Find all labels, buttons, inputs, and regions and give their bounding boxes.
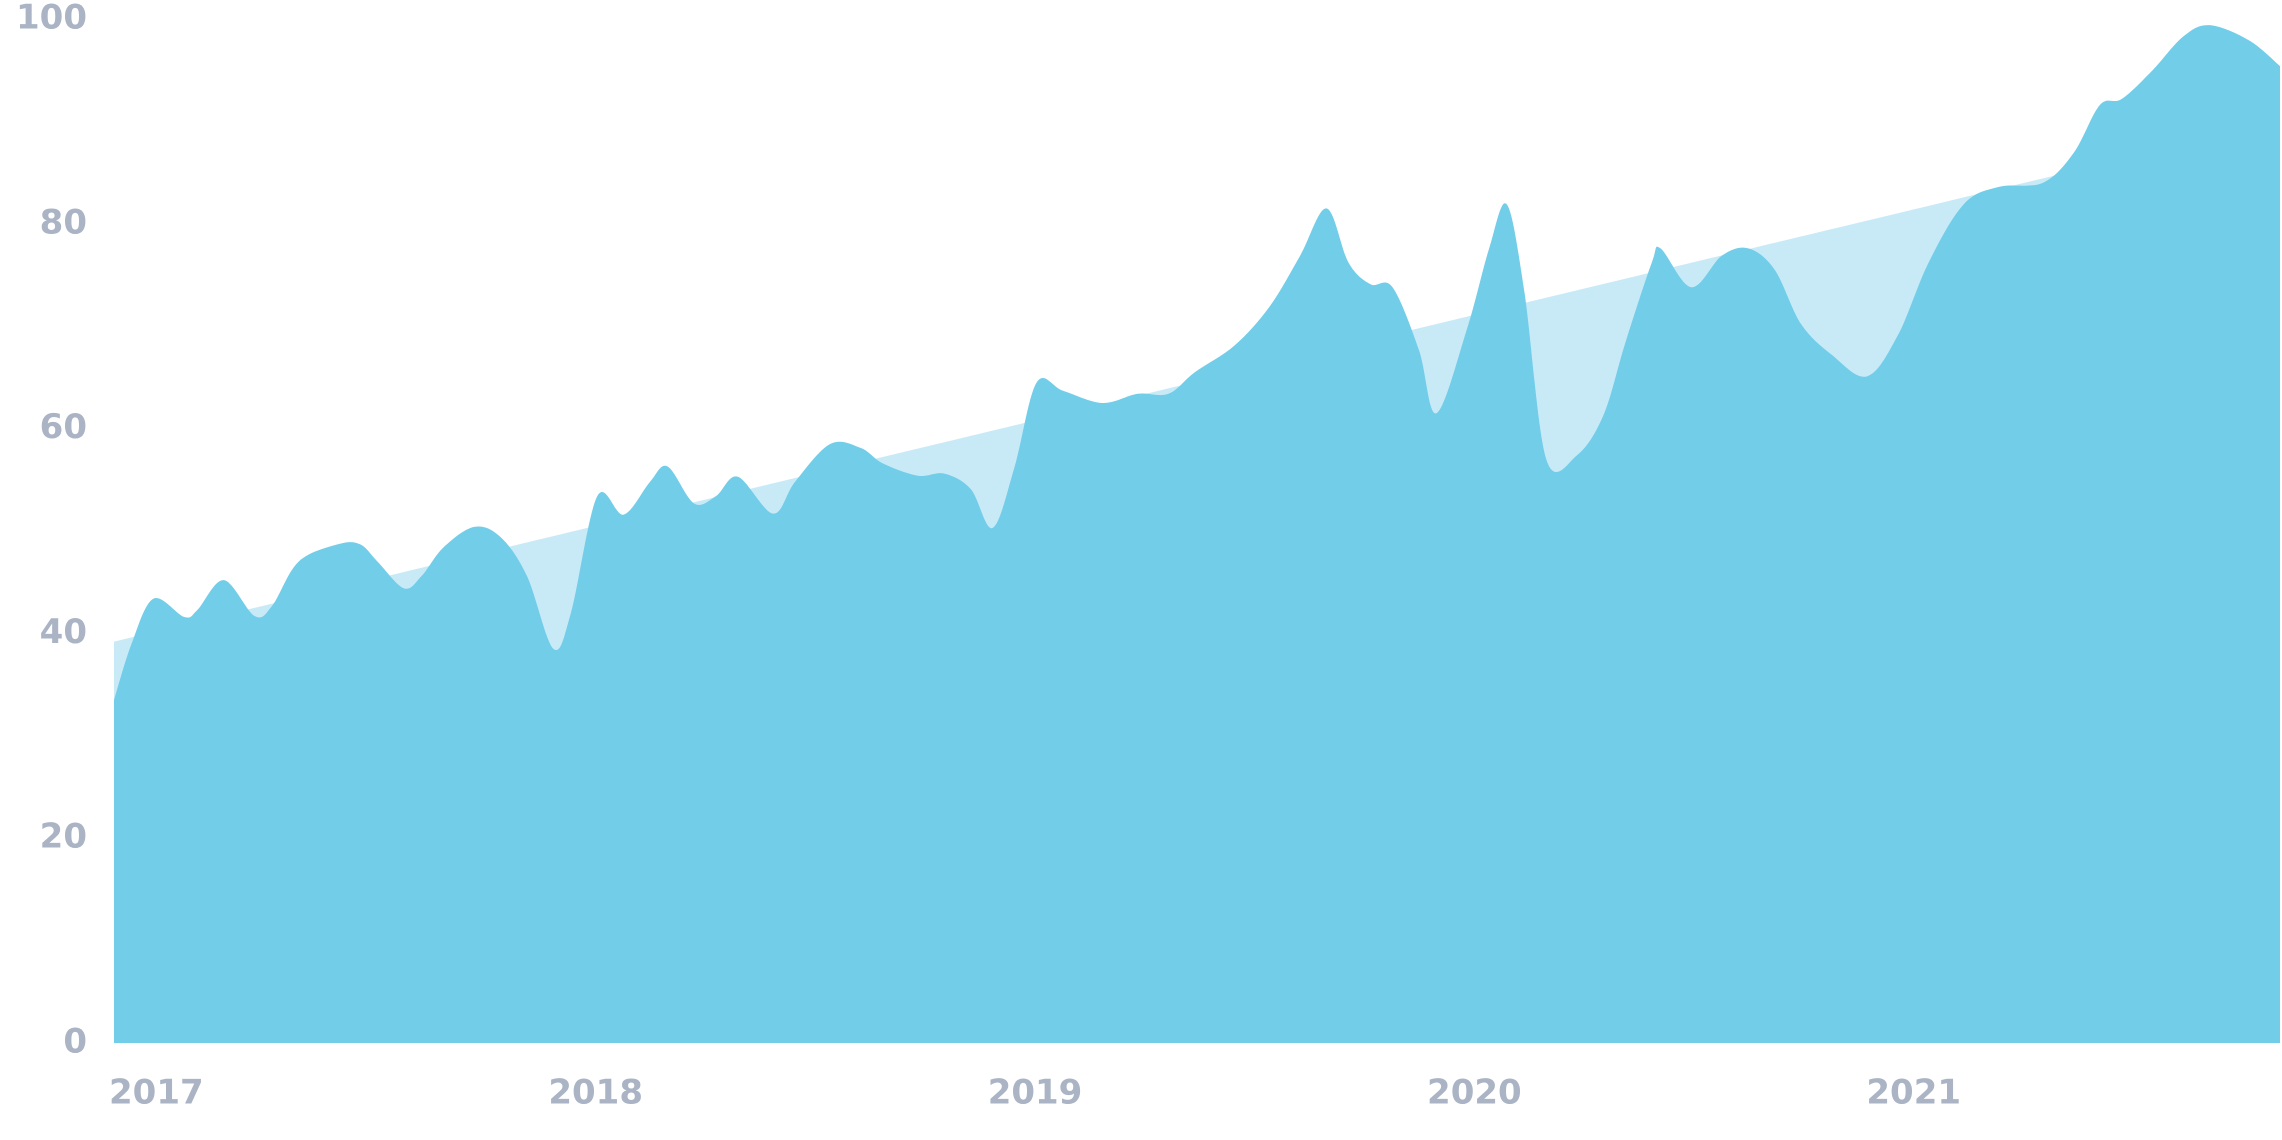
x-tick-label: 2019	[988, 1073, 1083, 1113]
y-tick-label: 100	[16, 0, 87, 38]
y-tick-label: 80	[40, 202, 87, 242]
x-tick-label: 2018	[548, 1073, 643, 1113]
x-tick-label: 2017	[109, 1073, 204, 1113]
area	[114, 25, 2280, 1043]
x-tick-label: 2021	[1866, 1073, 1961, 1113]
y-tick-label: 60	[40, 407, 87, 447]
y-tick-label: 20	[40, 817, 87, 857]
y-tick-label: 0	[63, 1022, 87, 1062]
y-tick-label: 40	[40, 612, 87, 652]
x-tick-label: 2020	[1427, 1073, 1522, 1113]
